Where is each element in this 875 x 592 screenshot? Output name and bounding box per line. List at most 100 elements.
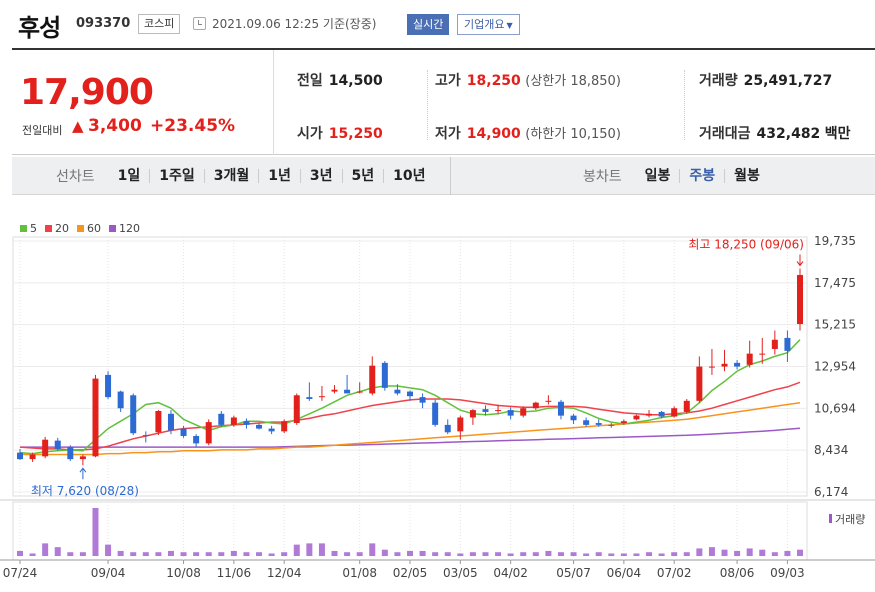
min-arrow-head: [79, 467, 87, 473]
tab-daily[interactable]: 일봉: [644, 168, 671, 184]
amount-label: 거래대금: [699, 126, 751, 142]
candle-body: [205, 422, 212, 444]
ma60-line: [20, 401, 801, 456]
volume-bar: [457, 553, 464, 556]
x-tick-label: 09/03: [770, 566, 805, 580]
tab-weekly[interactable]: 주봉: [679, 169, 724, 183]
current-price-panel: 17,900 전일대비 ▲ 3,400 +23.45%: [12, 50, 274, 155]
x-tick-label: 09/04: [91, 566, 126, 580]
volume-bar: [256, 552, 263, 556]
candle-body: [268, 428, 275, 432]
candle-body: [457, 417, 464, 432]
market-badge: 코스피: [138, 14, 181, 34]
volume-bar: [759, 549, 766, 556]
volume-bar: [771, 552, 778, 556]
volume-bar: [205, 552, 212, 556]
legend-item-ma20: 20: [45, 222, 69, 235]
candle-body: [369, 365, 376, 394]
candle-body: [595, 423, 602, 425]
candle-body: [545, 400, 552, 402]
tab-5y[interactable]: 5년: [341, 169, 384, 183]
tab-1w[interactable]: 1주일: [149, 169, 204, 183]
volume-bar: [507, 553, 514, 556]
divider: [450, 157, 451, 195]
volume-bar: [79, 552, 86, 556]
realtime-button[interactable]: 실시간: [407, 14, 450, 35]
volume-bar: [230, 550, 237, 556]
tab-3m[interactable]: 3개월: [203, 169, 259, 183]
candle-body: [557, 401, 564, 416]
candle-body: [620, 421, 627, 424]
volume-bar: [105, 544, 112, 556]
candle-body: [633, 415, 640, 420]
volume-bar: [432, 552, 439, 556]
candle-body: [344, 389, 351, 394]
volume-bar: [482, 552, 489, 556]
change-label: 전일대비: [22, 124, 63, 137]
company-overview-dropdown[interactable]: 기업개요 ▼: [457, 14, 520, 35]
candle-body: [608, 424, 615, 426]
volume-bar: [306, 543, 313, 556]
candle-body: [167, 413, 174, 431]
volume-bar: [381, 549, 388, 556]
volume-bar: [29, 553, 36, 556]
candle-body: [243, 421, 250, 425]
volume-bar: [155, 552, 162, 556]
volume-bar: [218, 552, 225, 556]
tab-monthly[interactable]: 월봉: [724, 169, 769, 183]
current-price: 17,900: [20, 72, 154, 113]
candle-body: [130, 395, 137, 434]
x-tick-label: 01/08: [342, 566, 377, 580]
open-price: 시가 15,250: [297, 123, 383, 143]
company-overview-label: 기업개요: [464, 18, 505, 31]
volume-bar: [545, 550, 552, 556]
volume-bar: [595, 552, 602, 556]
legend-item-ma5: 5: [20, 222, 37, 235]
price-summary: 17,900 전일대비 ▲ 3,400 +23.45% 전일 14,500 시가 1…: [12, 48, 875, 155]
volume-bar: [532, 552, 539, 556]
ma-legend: 5 20 60 120: [20, 222, 148, 235]
legend-label: 60: [87, 222, 101, 235]
chevron-down-icon: ▼: [506, 21, 513, 30]
ma5-line: [19, 339, 801, 455]
legend-swatch: [109, 225, 116, 232]
volume-bar: [92, 508, 99, 556]
volume-bar: [394, 552, 401, 556]
volume-bar: [646, 552, 653, 556]
y-tick-label: 10,694: [814, 401, 856, 415]
line-chart-label: 선차트: [56, 169, 95, 185]
candle-body: [381, 362, 388, 388]
candle-body: [155, 411, 162, 433]
volume-bar: [784, 550, 791, 556]
stock-code: 093370: [76, 16, 131, 31]
tab-1y[interactable]: 1년: [258, 169, 300, 183]
candle-body: [180, 428, 187, 436]
candle-body: [218, 413, 225, 425]
candle-body: [105, 374, 112, 398]
candle-body: [784, 337, 791, 351]
y-tick-label: 19,735: [814, 234, 856, 248]
low-price: 저가 14,900 (하한가 10,150): [435, 123, 621, 143]
tab-1d[interactable]: 1일: [117, 168, 141, 184]
x-tick-label: 06/04: [607, 566, 642, 580]
volume-bar: [721, 549, 728, 556]
volume-bar: [696, 548, 703, 556]
tab-10y[interactable]: 10년: [383, 169, 434, 183]
candle-body: [54, 440, 61, 449]
candle-body: [583, 420, 590, 425]
prev-close-label: 전일: [297, 73, 323, 89]
tab-3y[interactable]: 3년: [299, 169, 342, 183]
volume-bar: [495, 552, 502, 556]
up-triangle-icon: ▲: [72, 117, 84, 135]
y-tick-label: 12,954: [814, 360, 856, 374]
x-tick-label: 12/04: [267, 566, 302, 580]
candle-body: [42, 439, 49, 457]
volume-bar: [167, 550, 174, 556]
max-arrow-head: [796, 261, 804, 267]
y-tick-label: 17,475: [814, 276, 856, 290]
divider: [684, 70, 685, 140]
open-label: 시가: [297, 126, 323, 142]
volume-bar: [193, 552, 200, 556]
x-tick-label: 11/06: [217, 566, 252, 580]
